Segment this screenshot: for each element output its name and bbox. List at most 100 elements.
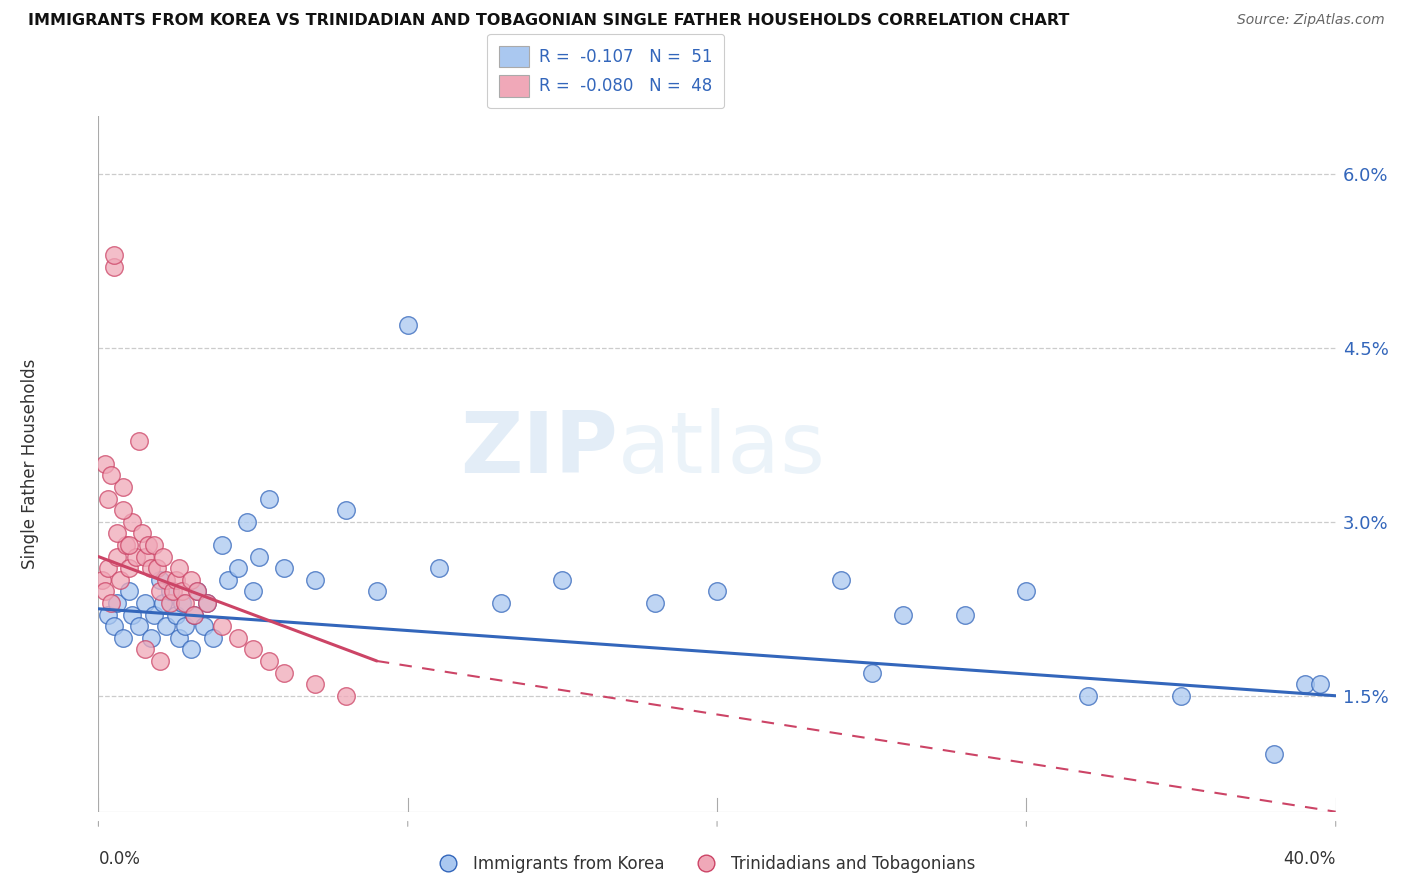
Point: [115, 538, 138, 552]
Point: [124, 549, 146, 564]
Point: [149, 654, 172, 668]
Point: [174, 619, 197, 633]
Point: [134, 549, 156, 564]
Point: [118, 538, 141, 552]
Point: [183, 607, 205, 622]
Point: [159, 596, 181, 610]
Point: [170, 584, 193, 599]
Point: [183, 607, 205, 622]
Point: [180, 573, 202, 587]
Point: [105, 596, 128, 610]
Point: [186, 584, 208, 599]
Point: [97, 561, 120, 575]
Point: [90, 573, 112, 587]
Point: [953, 607, 976, 622]
Point: [134, 642, 156, 657]
Point: [226, 561, 249, 575]
Point: [152, 549, 174, 564]
Text: Source: ZipAtlas.com: Source: ZipAtlas.com: [1237, 13, 1385, 28]
Point: [167, 631, 190, 645]
Point: [211, 619, 233, 633]
Point: [706, 584, 728, 599]
Text: atlas: atlas: [619, 409, 827, 491]
Legend: Immigrants from Korea, Trinidadians and Tobagonians: Immigrants from Korea, Trinidadians and …: [425, 848, 981, 880]
Point: [139, 631, 162, 645]
Point: [155, 573, 177, 587]
Point: [644, 596, 666, 610]
Text: Single Father Households: Single Father Households: [21, 359, 39, 569]
Point: [180, 642, 202, 657]
Point: [128, 619, 150, 633]
Text: 40.0%: 40.0%: [1284, 850, 1336, 868]
Point: [121, 515, 143, 529]
Point: [1015, 584, 1038, 599]
Point: [257, 654, 280, 668]
Point: [186, 584, 208, 599]
Point: [304, 573, 326, 587]
Point: [118, 584, 141, 599]
Point: [105, 549, 128, 564]
Point: [105, 526, 128, 541]
Point: [118, 561, 141, 575]
Text: IMMIGRANTS FROM KOREA VS TRINIDADIAN AND TOBAGONIAN SINGLE FATHER HOUSEHOLDS COR: IMMIGRANTS FROM KOREA VS TRINIDADIAN AND…: [28, 13, 1070, 29]
Point: [139, 561, 162, 575]
Point: [100, 596, 122, 610]
Point: [1170, 689, 1192, 703]
Point: [273, 561, 295, 575]
Text: 0.0%: 0.0%: [98, 850, 141, 868]
Point: [159, 584, 181, 599]
Point: [1309, 677, 1331, 691]
Point: [427, 561, 450, 575]
Point: [335, 503, 357, 517]
Point: [167, 561, 190, 575]
Point: [143, 538, 166, 552]
Point: [103, 260, 125, 274]
Point: [366, 584, 388, 599]
Point: [1263, 747, 1285, 761]
Point: [193, 619, 215, 633]
Point: [131, 526, 153, 541]
Point: [165, 573, 187, 587]
Point: [149, 573, 172, 587]
Point: [236, 515, 259, 529]
Point: [152, 596, 174, 610]
Point: [242, 584, 264, 599]
Point: [162, 584, 184, 599]
Point: [396, 318, 419, 332]
Text: ZIP: ZIP: [460, 409, 619, 491]
Point: [134, 596, 156, 610]
Point: [1077, 689, 1099, 703]
Point: [195, 596, 218, 610]
Point: [112, 631, 135, 645]
Point: [335, 689, 357, 703]
Legend: R =  -0.107   N =  51, R =  -0.080   N =  48: R = -0.107 N = 51, R = -0.080 N = 48: [488, 34, 724, 108]
Point: [226, 631, 249, 645]
Point: [247, 549, 270, 564]
Point: [97, 491, 120, 506]
Point: [112, 480, 135, 494]
Point: [143, 607, 166, 622]
Point: [149, 584, 172, 599]
Point: [108, 573, 131, 587]
Point: [174, 596, 197, 610]
Point: [128, 434, 150, 448]
Point: [830, 573, 852, 587]
Point: [489, 596, 512, 610]
Point: [170, 596, 193, 610]
Point: [217, 573, 239, 587]
Point: [1294, 677, 1316, 691]
Point: [93, 584, 115, 599]
Point: [155, 619, 177, 633]
Point: [195, 596, 218, 610]
Point: [891, 607, 914, 622]
Point: [97, 607, 120, 622]
Point: [304, 677, 326, 691]
Point: [93, 457, 115, 471]
Point: [146, 561, 169, 575]
Point: [112, 503, 135, 517]
Point: [136, 538, 159, 552]
Point: [201, 631, 224, 645]
Point: [103, 248, 125, 262]
Point: [242, 642, 264, 657]
Point: [273, 665, 295, 680]
